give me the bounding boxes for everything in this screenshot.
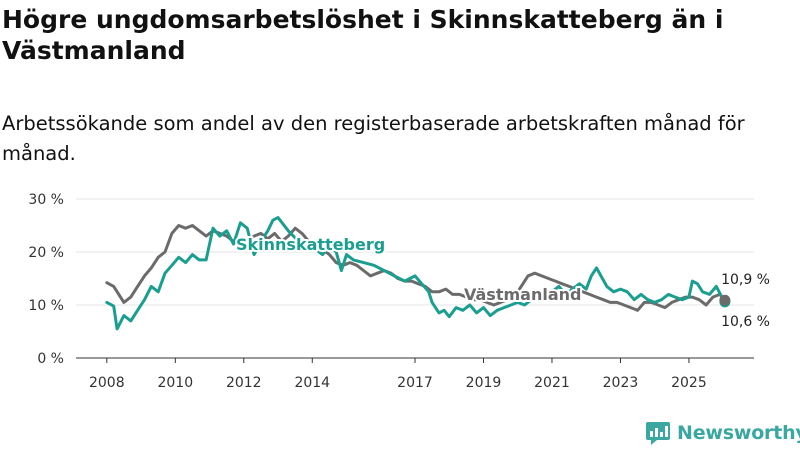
newsworthy-logo-icon bbox=[646, 422, 670, 445]
chart-subtitle: Arbetssökande som andel av den registerb… bbox=[2, 112, 745, 165]
x-tick-label: 2014 bbox=[294, 375, 330, 391]
x-tick-label: 2017 bbox=[397, 375, 433, 391]
brand-name: Newsworthy bbox=[677, 422, 800, 444]
y-tick-label: 20 % bbox=[28, 245, 64, 261]
series-lines bbox=[105, 216, 731, 331]
y-tick-label: 0 % bbox=[37, 351, 64, 367]
x-tick-label: 2025 bbox=[671, 375, 707, 391]
y-tick-label: 10 % bbox=[28, 298, 64, 314]
series-line-skinnskatteberg bbox=[105, 216, 727, 331]
series-label-vastmanland: Västmanland bbox=[464, 285, 581, 304]
chart-title: Högre ungdomsarbetslöshet i Skinnskatteb… bbox=[2, 5, 724, 65]
x-tick-label: 2023 bbox=[603, 375, 639, 391]
x-tick-label: 2012 bbox=[226, 375, 262, 391]
x-tick-label: 2008 bbox=[89, 375, 125, 391]
axes: 0 % 10 % 20 % 30 % 2008 2010 2012 2014 2017 2019 2… bbox=[28, 192, 754, 391]
brand-logo: Newsworthy bbox=[645, 419, 800, 447]
end-value-label-vastmanland: 10,9 % bbox=[721, 272, 770, 288]
end-value-label-skinnskatteberg: 10,6 % bbox=[721, 314, 770, 330]
end-point-dot bbox=[719, 294, 731, 306]
gridlines bbox=[76, 198, 754, 306]
y-tick-label: 30 % bbox=[28, 192, 64, 208]
x-tick-label: 2019 bbox=[466, 375, 502, 391]
series-line-vstmanland bbox=[105, 224, 727, 312]
series-labels: Skinnskatteberg Västmanland 10,9 % 10,6 % bbox=[234, 233, 772, 332]
x-tick-label: 2021 bbox=[534, 375, 570, 391]
x-tick-label: 2010 bbox=[157, 375, 193, 391]
series-label-skinnskatteberg: Skinnskatteberg bbox=[236, 235, 385, 254]
